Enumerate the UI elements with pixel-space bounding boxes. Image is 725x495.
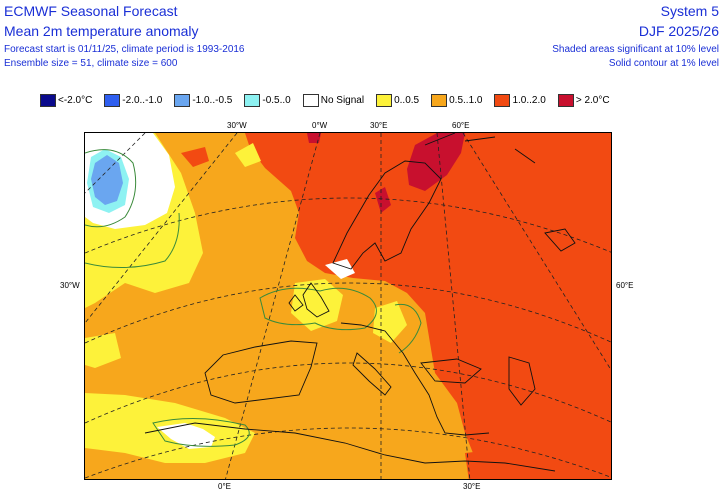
legend-label: -2.0..-1.0: [122, 94, 163, 106]
no-signal-area: [157, 423, 215, 449]
legend-label: > 2.0°C: [575, 94, 610, 106]
coastline-north-africa: [144, 422, 556, 472]
lon-label-top-0w: 0°W: [312, 121, 328, 130]
legend-item: -2.0..-1.0: [104, 93, 162, 107]
coastline-iberia: [204, 340, 318, 404]
anomaly-map: [84, 132, 612, 480]
legend-label: 0..0.5: [394, 94, 420, 106]
anomaly-minus-1.0-minus-0.5-area: [91, 155, 123, 205]
longitude-line: [85, 133, 238, 324]
lon-label-bottom-0e: 0°E: [218, 482, 231, 491]
latitude-line: [85, 282, 611, 344]
anomaly-above-2.0-patch: [307, 133, 321, 143]
longitude-line: [436, 133, 471, 479]
legend-item: 1.0..2.0: [494, 93, 546, 107]
anomaly-0-0.5-patch: [235, 143, 261, 167]
legend-label: -1.0..-0.5: [192, 94, 233, 106]
coastline-europe-south: [340, 322, 490, 436]
legend-swatch: [494, 93, 511, 107]
latitude-line: [85, 197, 611, 254]
system-label: System 5: [660, 3, 719, 19]
coastline-arctic: [424, 133, 536, 164]
legend-item: No Signal: [302, 93, 365, 107]
forecast-info: Forecast start is 01/11/25, climate peri…: [4, 44, 245, 55]
contour-line: [152, 418, 250, 447]
ensemble-info: Ensemble size = 51, climate size = 600: [4, 58, 178, 69]
lat-label-right-60e: 60°E: [616, 281, 634, 290]
legend-item: <-2.0°C: [40, 93, 92, 107]
legend-swatch: [40, 93, 56, 107]
legend-label: 1.0..2.0: [512, 94, 546, 106]
map-canvas: [85, 133, 611, 479]
lon-label-top-30w: 30°W: [227, 121, 247, 130]
lon-label-top-30e: 30°E: [370, 121, 388, 130]
legend-label: No Signal: [320, 94, 365, 106]
legend-label: -0.5..0: [262, 94, 291, 106]
coastline-black-sea: [420, 358, 482, 384]
contour-line: [394, 303, 422, 354]
legend-swatch: [104, 93, 121, 107]
legend-label: 0.5..1.0: [449, 94, 483, 106]
coastline-ireland: [288, 294, 304, 312]
graticule: [85, 133, 611, 479]
anomaly-0-0.5-patch: [291, 279, 343, 331]
legend-item: -0.5..0: [244, 93, 291, 107]
contour-line: [85, 149, 137, 228]
contour-note: Solid contour at 1% level: [608, 58, 719, 69]
legend-swatch: [302, 93, 319, 107]
coastline-italy: [352, 352, 392, 396]
coastline-britain: [302, 282, 330, 318]
legend-swatch: [431, 93, 448, 107]
lat-label-left-30w: 30°W: [60, 281, 80, 290]
legend-item: -1.0..-0.5: [174, 93, 232, 107]
no-signal-patch: [325, 259, 355, 279]
lon-label-top-60e: 60°E: [452, 121, 470, 130]
longitude-line: [85, 133, 146, 194]
legend-label: <-2.0°C: [58, 94, 93, 106]
chart-title: ECMWF Seasonal Forecast: [4, 3, 178, 19]
anomaly-above-2.0-area: [407, 133, 465, 191]
legend-item: 0.5..1.0: [431, 93, 482, 107]
anomaly-1.0-2.0-patch: [181, 147, 209, 167]
anomaly-0-0.5-patch: [373, 301, 407, 343]
longitude-line: [462, 133, 611, 371]
anomaly-0-0.5-patch: [85, 333, 121, 368]
legend-item: 0..0.5: [376, 93, 419, 107]
legend-swatch: [557, 93, 574, 107]
coastline-scandinavia: [332, 160, 442, 270]
lon-label-bottom-30e: 30°E: [463, 482, 481, 491]
legend-swatch: [376, 93, 393, 107]
legend-swatch: [244, 93, 261, 107]
significance-note: Shaded areas significant at 10% level: [552, 44, 719, 55]
anomaly-1.0-2.0-patch: [465, 451, 489, 479]
season-label: DJF 2025/26: [638, 23, 719, 39]
coastlines: [144, 133, 576, 472]
latitude-line: [85, 362, 611, 424]
coastline-lake: [544, 228, 576, 252]
legend-swatch: [174, 93, 191, 107]
chart-subtitle: Mean 2m temperature anomaly: [4, 23, 199, 39]
legend-item: > 2.0°C: [557, 93, 610, 107]
color-legend: <-2.0°C -2.0..-1.0 -1.0..-0.5 -0.5..0 No…: [40, 93, 622, 107]
latitude-line: [85, 427, 611, 479]
anomaly-above-2.0-patch: [375, 187, 391, 213]
anomaly-1.0-2.0-area: [245, 133, 611, 479]
contour-line: [85, 212, 180, 268]
coastline-caspian-sea: [508, 356, 536, 406]
